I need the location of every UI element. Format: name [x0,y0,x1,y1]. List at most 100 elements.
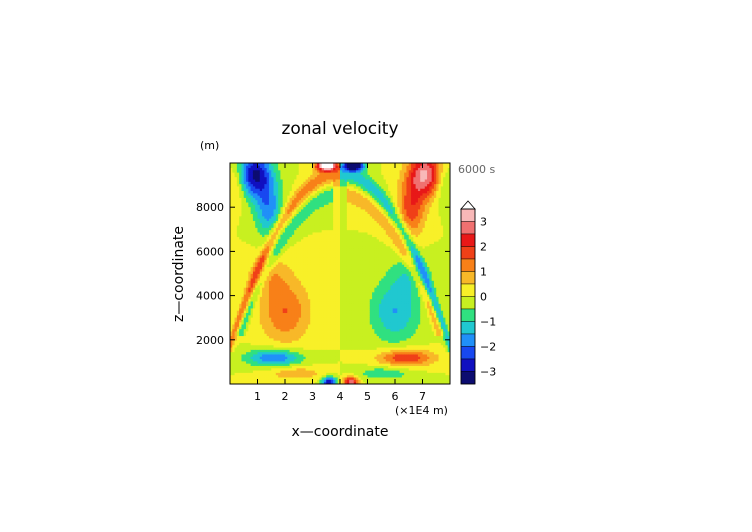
heatmap-cell [252,179,256,182]
heatmap-cell [264,312,268,316]
heatmap-cell [241,202,245,205]
heatmap-cell [298,314,302,318]
heatmap-cell [234,209,238,212]
heatmap-cell [342,213,345,217]
heatmap-cell [340,176,343,180]
heatmap-cell [266,165,270,168]
heatmap-cell [346,264,350,267]
heatmap-cell [268,360,272,364]
heatmap-cell [241,328,245,332]
heatmap-cell [298,229,302,233]
heatmap-cell [294,308,297,311]
heatmap-cell [323,266,327,270]
heatmap-cell [303,232,307,235]
heatmap-cell [278,342,281,346]
heatmap-cell [326,229,329,233]
heatmap-cell [239,190,242,194]
heatmap-cell [241,268,245,272]
heatmap-cell [280,296,284,300]
heatmap-cell [239,264,242,267]
heatmap-cell [340,287,343,291]
heatmap-cell [236,213,240,217]
heatmap-cell [280,349,284,353]
heatmap-cell [285,294,288,297]
heatmap-cell [344,377,348,380]
heatmap-cell [278,167,281,171]
heatmap-cell [255,167,258,171]
heatmap-cell [280,220,284,224]
heatmap-cell [296,245,300,249]
heatmap-cell [323,331,327,334]
heatmap-cell [250,218,254,221]
heatmap-cell [294,163,297,166]
heatmap-cell [340,379,343,383]
heatmap-cell [255,331,258,334]
heatmap-cell [314,243,318,247]
heatmap-cell [262,259,265,263]
heatmap-cell [303,335,307,339]
heatmap-cell [342,324,345,327]
heatmap-cell [248,351,252,355]
heatmap-cell [262,195,265,198]
heatmap-cell [337,273,341,277]
heatmap-cell [255,312,258,316]
heatmap-cell [250,381,254,385]
heatmap-cell [280,314,284,318]
heatmap-cell [264,331,268,334]
heatmap-cell [344,202,348,205]
heatmap-cell [234,317,238,320]
heatmap-cell [278,363,281,366]
heatmap-cell [273,331,277,334]
heatmap-cell [278,165,281,168]
heatmap-cell [268,294,272,297]
heatmap-cell [301,291,304,295]
heatmap-cell [259,220,263,224]
heatmap-cell [252,344,256,348]
heatmap-cell [262,227,265,231]
heatmap-cell [275,365,279,369]
heatmap-cell [232,363,235,366]
heatmap-cell [301,358,304,362]
heatmap-cell [317,232,320,235]
heatmap-cell [236,381,240,385]
heatmap-cell [268,379,272,383]
heatmap-cell [262,257,265,261]
heatmap-cell [303,296,307,300]
heatmap-cell [305,167,309,171]
heatmap-cell [323,229,327,233]
heatmap-cell [287,275,290,279]
heatmap-cell [314,314,318,318]
heatmap-cell [291,294,295,297]
heatmap-cell [230,305,233,309]
heatmap-cell [266,232,270,235]
heatmap-cell [298,287,302,291]
heatmap-cell [271,337,274,341]
heatmap-cell [333,195,336,198]
heatmap-cell [333,317,336,320]
heatmap-cell [259,197,263,201]
heatmap-cell [310,291,313,295]
heatmap-cell [289,197,293,201]
heatmap-cell [234,354,238,357]
heatmap-cell [314,321,318,325]
heatmap-cell [333,296,336,300]
heatmap-cell [280,248,284,251]
heatmap-cell [298,335,302,339]
heatmap-cell [344,220,348,224]
heatmap-cell [234,222,238,226]
heatmap-cell [344,211,348,215]
heatmap-cell [243,347,247,350]
heatmap-cell [317,250,320,254]
heatmap-cell [333,183,336,187]
heatmap-cell [271,167,274,171]
heatmap-cell [243,294,247,297]
heatmap-cell [248,305,252,309]
heatmap-cell [282,317,286,320]
heatmap-cell [246,271,249,274]
heatmap-cell [264,266,268,270]
heatmap-cell [312,222,316,226]
heatmap-cell [264,241,268,244]
heatmap-cell [305,211,309,215]
heatmap-cell [319,250,323,254]
heatmap-cell [280,225,284,228]
